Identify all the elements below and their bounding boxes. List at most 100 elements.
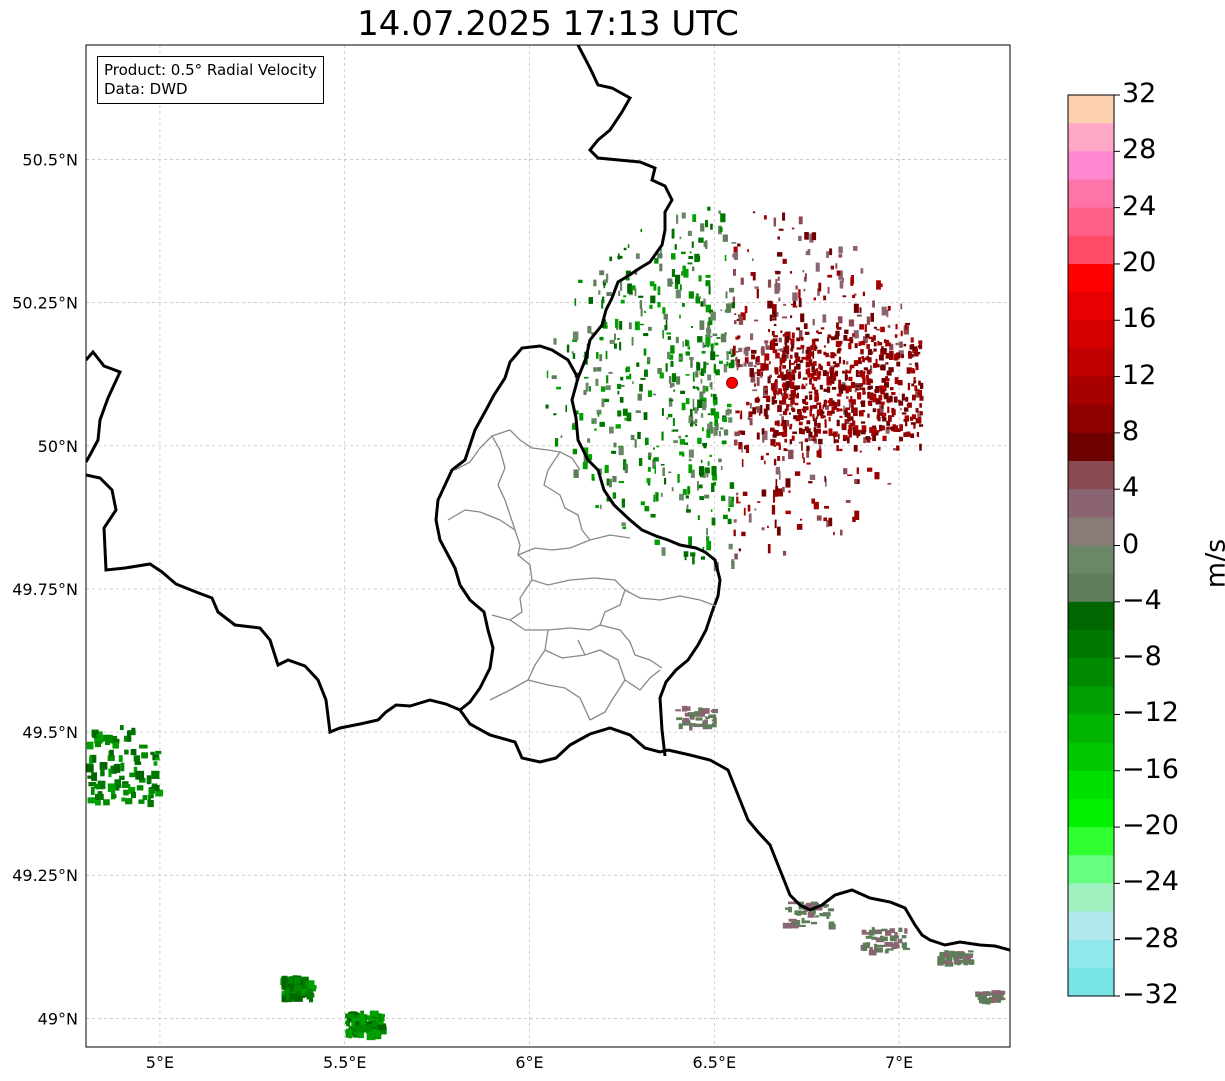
echo-pixel xyxy=(662,329,664,339)
echo-pixel xyxy=(599,421,605,427)
colorbar-segment xyxy=(1068,263,1114,293)
echo-pixel xyxy=(734,553,738,560)
echo-pixel xyxy=(793,360,798,364)
echo-pixel xyxy=(816,402,822,406)
echo-pixel xyxy=(802,920,810,924)
echo-pixel xyxy=(609,256,613,262)
echo-pixel xyxy=(684,442,689,445)
echo-pixel xyxy=(124,749,129,755)
colorbar-segment xyxy=(1068,939,1114,969)
colorbar-tick-label: 4 xyxy=(1122,472,1140,504)
echo-pixel xyxy=(865,935,873,939)
echo-pixel xyxy=(873,326,878,329)
echo-pixel xyxy=(724,254,727,262)
echo-pixel xyxy=(785,370,788,376)
echo-pixel xyxy=(712,333,718,337)
echo-pixel xyxy=(871,927,875,931)
echo-pixel xyxy=(782,456,785,462)
echo-pixel xyxy=(736,361,739,371)
echo-pixel xyxy=(836,322,839,329)
echo-pixel xyxy=(815,368,819,372)
echo-pixel xyxy=(850,364,855,369)
echo-pixel xyxy=(545,404,549,409)
echo-pixel xyxy=(713,481,717,486)
echo-pixel xyxy=(889,387,894,391)
echo-pixel xyxy=(885,339,888,347)
echo-pixel xyxy=(681,402,686,411)
echo-pixel xyxy=(855,387,859,391)
echo-pixel xyxy=(634,321,640,331)
echo-pixel xyxy=(588,297,594,304)
echo-pixel xyxy=(686,504,689,511)
echo-pixel xyxy=(593,367,597,372)
echo-pixel xyxy=(837,399,841,407)
echo-pixel xyxy=(811,362,815,373)
echo-pixel xyxy=(903,325,910,335)
echo-pixel xyxy=(882,347,887,355)
echo-pixel xyxy=(146,777,152,783)
echo-pixel xyxy=(682,488,687,496)
echo-pixel xyxy=(843,334,848,341)
echo-pixel xyxy=(919,395,924,401)
echo-pixel xyxy=(731,241,737,244)
echo-pixel xyxy=(780,348,783,352)
echo-pixel xyxy=(806,428,811,433)
echo-pixel xyxy=(805,383,808,386)
echo-pixel xyxy=(635,253,640,259)
echo-pixel xyxy=(669,382,675,387)
echo-pixel xyxy=(827,400,830,404)
echo-pixel xyxy=(724,332,727,335)
colorbar-segment xyxy=(1068,629,1114,659)
echo-pixel xyxy=(827,908,835,912)
echo-pixel xyxy=(813,501,819,510)
echo-pixel xyxy=(706,331,711,336)
echo-pixel xyxy=(657,367,662,374)
echo-pixel xyxy=(796,337,801,342)
echo-pixel xyxy=(845,369,848,375)
echo-pixel xyxy=(824,423,827,428)
echo-pixel xyxy=(791,370,797,374)
echo-pixel xyxy=(805,369,810,375)
echo-pixel xyxy=(661,408,664,416)
echo-pixel xyxy=(904,398,907,401)
echo-pixel xyxy=(797,924,806,927)
echo-pixel xyxy=(863,437,867,444)
echo-pixel xyxy=(774,270,779,273)
echo-pixel xyxy=(705,304,711,313)
echo-pixel xyxy=(803,323,808,329)
echo-pixel xyxy=(811,338,816,346)
echo-pixel xyxy=(999,990,1006,995)
echo-pixel xyxy=(860,400,866,407)
echo-pixel xyxy=(978,992,987,998)
echo-pixel xyxy=(308,987,316,992)
echo-pixel xyxy=(745,444,750,454)
echo-pixel xyxy=(751,354,756,360)
echo-pixel xyxy=(789,423,793,428)
echo-pixel xyxy=(760,374,763,379)
echo-pixel xyxy=(862,378,866,385)
echo-pixel xyxy=(688,536,692,546)
echo-pixel xyxy=(106,734,113,743)
echo-pixel xyxy=(804,395,808,400)
echo-pixel xyxy=(782,433,787,437)
echo-pixel xyxy=(838,246,843,254)
echo-pixel xyxy=(721,440,727,445)
echo-pixel xyxy=(994,990,998,993)
echo-pixel xyxy=(803,912,807,915)
echo-pixel xyxy=(849,422,853,426)
echo-pixel xyxy=(780,423,785,426)
echo-pixel xyxy=(782,316,788,319)
echo-pixel xyxy=(583,454,589,464)
echo-pixel xyxy=(669,354,674,360)
echo-pixel xyxy=(128,786,136,794)
echo-pixel xyxy=(852,420,856,427)
echo-pixel xyxy=(774,429,779,437)
echo-pixel xyxy=(782,365,786,369)
echo-pixel xyxy=(812,413,815,419)
echo-pixel xyxy=(601,296,605,304)
echo-pixel xyxy=(680,251,686,255)
echo-pixel xyxy=(804,273,807,279)
echo-pixel xyxy=(826,519,829,528)
echo-pixel xyxy=(898,927,903,932)
echo-pixel xyxy=(822,370,828,377)
